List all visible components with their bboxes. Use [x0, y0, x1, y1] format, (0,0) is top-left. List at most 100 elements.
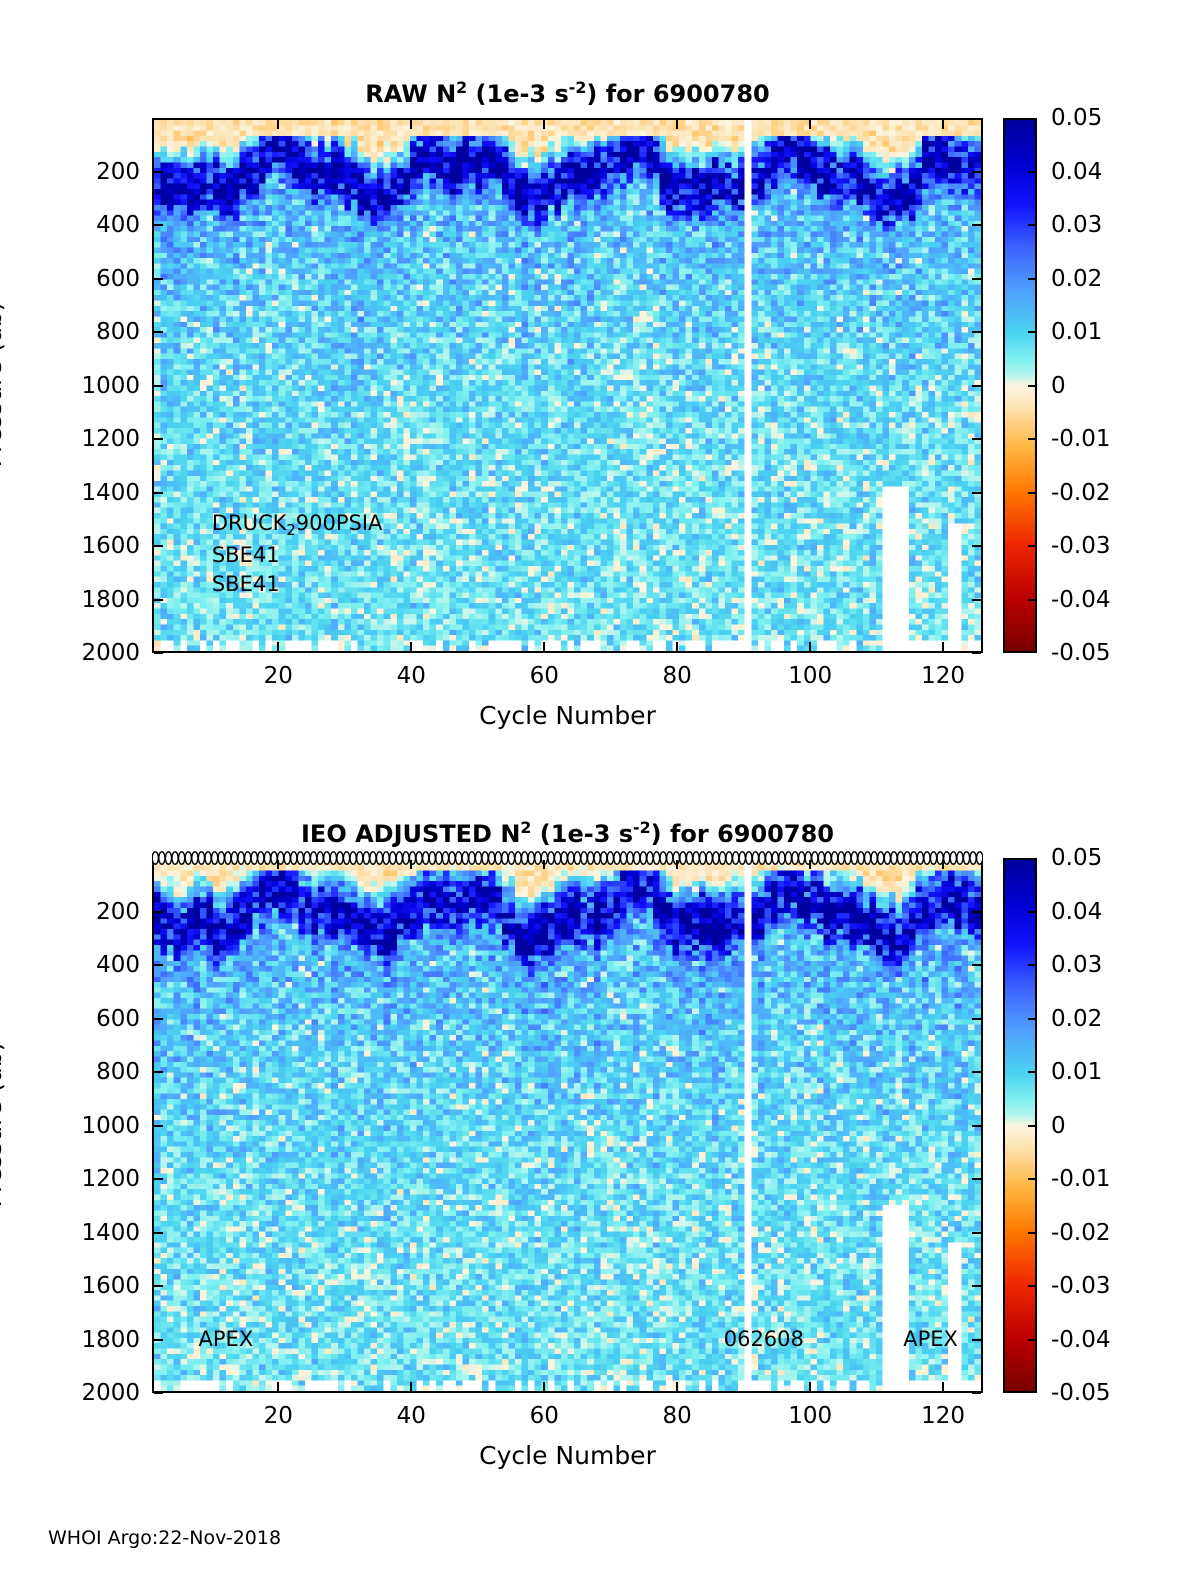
colorbar-tick-mark — [1028, 598, 1036, 601]
y-tick-mark — [972, 910, 981, 913]
y-tick-label: 1000 — [81, 1112, 140, 1139]
colorbar-tick-mark — [1028, 964, 1036, 966]
colorbar-tick-label: -0.05 — [1051, 1380, 1111, 1406]
x-tick-mark — [676, 642, 679, 651]
y-tick-label: 1800 — [81, 1326, 140, 1353]
y-tick-mark — [972, 1124, 981, 1127]
x-tick-mark — [942, 120, 945, 129]
heatmap-axes-raw[interactable] — [152, 118, 983, 653]
x-tick-label: 120 — [921, 663, 966, 689]
y-tick-mark — [154, 1071, 163, 1073]
x-tick-label: 60 — [529, 663, 559, 689]
x-tick-mark — [543, 120, 546, 129]
plot-title-raw: RAW N2 (1e-3 s-2) for 6900780 — [365, 78, 770, 108]
heatmap-canvas-adjusted — [154, 860, 981, 1391]
x-tick-label: 100 — [788, 663, 833, 689]
colorbar-tick-label: 0.05 — [1051, 845, 1103, 871]
y-tick-label: 2000 — [81, 1380, 140, 1406]
x-tick-mark — [410, 642, 413, 651]
x-tick-mark — [277, 1382, 280, 1391]
x-tick-mark — [676, 860, 679, 869]
y-tick-label: 1200 — [81, 426, 140, 452]
colorbar-tick-label: -0.01 — [1051, 1166, 1111, 1192]
y-tick-label: 1200 — [81, 1166, 140, 1192]
y-tick-mark — [972, 384, 981, 387]
y-tick-mark — [154, 170, 163, 173]
colorbar-tick-label: 0.05 — [1051, 105, 1103, 131]
plot-annotation: SBE41 — [211, 572, 280, 597]
x-tick-mark — [676, 1382, 679, 1391]
y-tick-label: 1400 — [81, 1219, 140, 1246]
x-tick-label: 120 — [921, 1403, 966, 1429]
y-tick-mark — [972, 1071, 981, 1073]
colorbar-tick-label: 0.02 — [1051, 1005, 1103, 1032]
y-tick-label: 1000 — [81, 372, 140, 399]
x-axis-label-adjusted: Cycle Number — [479, 1441, 656, 1470]
colorbar-tick-mark — [1028, 170, 1036, 173]
y-tick-mark — [972, 491, 981, 494]
colorbar-tick-label: -0.02 — [1051, 1219, 1111, 1246]
y-tick-label: 600 — [96, 1005, 140, 1032]
x-tick-mark — [942, 860, 945, 869]
y-axis-label-adjusted: Pressure (db) — [0, 1041, 7, 1207]
colorbar-tick-mark — [1028, 545, 1036, 547]
y-tick-label: 1600 — [81, 533, 140, 559]
y-tick-mark — [972, 1392, 981, 1394]
y-tick-mark — [972, 1338, 981, 1341]
colorbar-tick-mark — [1028, 1178, 1036, 1180]
colorbar-tick-mark — [1028, 331, 1036, 333]
y-tick-label: 600 — [96, 265, 140, 292]
y-tick-mark — [154, 1338, 163, 1341]
colorbar-tick-label: -0.05 — [1051, 640, 1111, 666]
y-tick-mark — [972, 1178, 981, 1180]
y-tick-label: 200 — [96, 158, 140, 185]
x-tick-mark — [543, 642, 546, 651]
y-tick-mark — [972, 545, 981, 547]
x-tick-mark — [809, 120, 812, 129]
heatmap-axes-adjusted[interactable] — [152, 858, 983, 1393]
colorbar-tick-mark — [1028, 1231, 1036, 1234]
y-axis-label-raw: Pressure (db) — [0, 301, 7, 467]
colorbar-tick-mark — [1028, 910, 1036, 913]
y-tick-mark — [154, 1017, 163, 1020]
y-tick-label: 400 — [96, 212, 140, 238]
colorbar-tick-mark — [1028, 224, 1036, 226]
y-tick-mark — [972, 224, 981, 226]
colorbar-tick-label: 0.03 — [1051, 212, 1103, 238]
x-tick-label: 80 — [662, 663, 692, 689]
colorbar-tick-mark — [1028, 1071, 1036, 1073]
colorbar-tick-mark — [1028, 438, 1036, 440]
y-tick-label: 1800 — [81, 586, 140, 613]
x-tick-mark — [809, 1382, 812, 1391]
y-tick-mark — [154, 545, 163, 547]
colorbar-tick-label: 0.02 — [1051, 265, 1103, 292]
y-tick-mark — [154, 652, 163, 654]
y-tick-mark — [154, 1178, 163, 1180]
colorbar-tick-label: -0.01 — [1051, 426, 1111, 452]
y-tick-mark — [154, 964, 163, 966]
x-tick-mark — [410, 1382, 413, 1391]
colorbar-tick-label: -0.02 — [1051, 479, 1111, 506]
y-tick-label: 400 — [96, 952, 140, 978]
y-tick-mark — [972, 331, 981, 333]
x-tick-label: 60 — [529, 1403, 559, 1429]
plot-annotation: APEX — [198, 1326, 254, 1351]
colorbar-tick-label: 0.04 — [1051, 158, 1103, 185]
y-tick-mark — [154, 384, 163, 387]
plot-title-adjusted: IEO ADJUSTED N2 (1e-3 s-2) for 6900780 — [301, 818, 834, 848]
y-tick-label: 200 — [96, 898, 140, 925]
x-tick-label: 40 — [396, 663, 426, 689]
x-tick-label: 100 — [788, 1403, 833, 1429]
colorbar-tick-label: 0 — [1051, 372, 1066, 399]
colorbar-tick-mark — [1028, 1124, 1036, 1127]
colorbar-tick-mark — [1028, 384, 1036, 387]
y-tick-mark — [154, 277, 163, 280]
y-tick-mark — [972, 1017, 981, 1020]
y-tick-mark — [972, 438, 981, 440]
x-tick-mark — [942, 1382, 945, 1391]
x-tick-mark — [809, 860, 812, 869]
x-tick-label: 20 — [263, 1403, 293, 1429]
x-tick-label: 80 — [662, 1403, 692, 1429]
y-tick-mark — [154, 1231, 163, 1234]
x-tick-mark — [277, 860, 280, 869]
